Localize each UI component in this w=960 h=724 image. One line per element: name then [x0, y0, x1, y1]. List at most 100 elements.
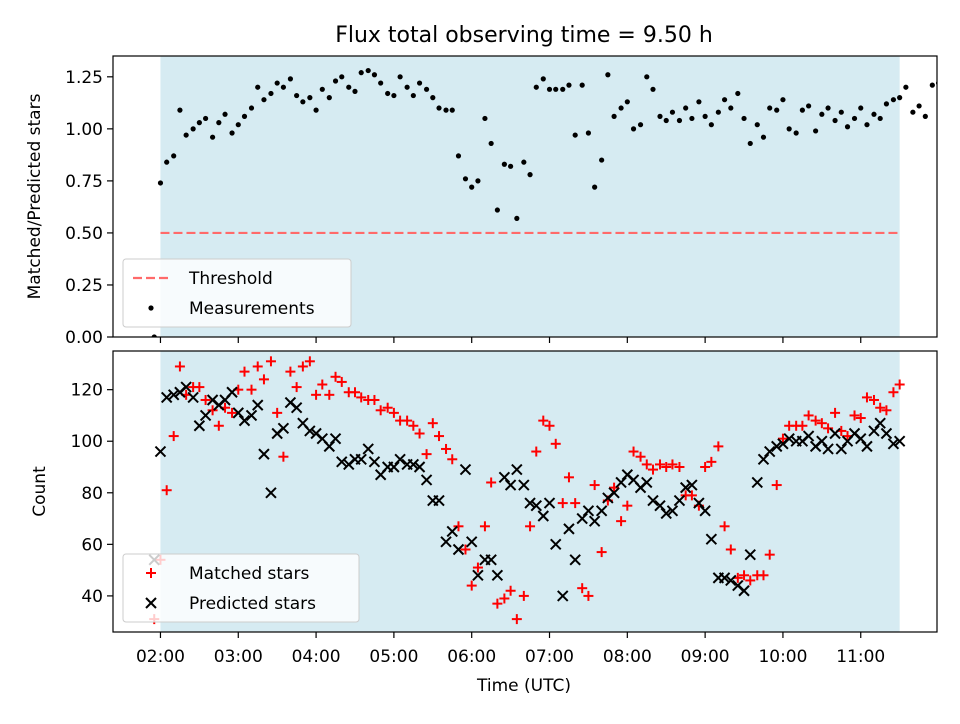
measurement-point	[819, 111, 825, 117]
measurement-point	[443, 107, 449, 113]
measurement-point	[177, 107, 183, 113]
predicted-star-point-b	[627, 474, 640, 486]
predicted-star-point-b	[362, 443, 374, 455]
predicted-star-point	[232, 407, 244, 419]
matched-star-point	[460, 544, 471, 555]
matched-star-point	[875, 402, 886, 413]
matched-star-point	[408, 420, 419, 431]
predicted-star-point	[180, 381, 192, 393]
predicted-star-point-b	[537, 510, 549, 522]
predicted-star-point-b	[187, 391, 199, 404]
measurement-point	[618, 105, 624, 111]
matched-star-point	[713, 441, 724, 452]
measurement-point	[883, 101, 890, 107]
predicted-star-point	[362, 443, 374, 455]
predicted-star-point-b	[868, 425, 880, 437]
predicted-star-point	[336, 456, 348, 468]
measurement-point	[300, 99, 306, 105]
matched-star-point	[291, 382, 302, 393]
matched-star-point	[174, 361, 185, 372]
matched-star-point	[297, 361, 308, 372]
predicted-star-point-b	[582, 505, 595, 517]
predicted-star-point-b	[751, 476, 763, 489]
predicted-star-point	[329, 432, 342, 445]
measurement-point	[916, 103, 922, 109]
measurement-point	[235, 122, 241, 128]
matched-star-point	[304, 356, 315, 367]
measurement-point	[378, 80, 384, 86]
predicted-star-point-b	[193, 420, 206, 432]
predicted-star-point-b	[232, 407, 244, 419]
predicted-star-point	[764, 445, 776, 458]
x-tick-label: 03:00	[214, 647, 263, 667]
legend: Threshold Measurements	[122, 258, 352, 328]
matched-star-point	[207, 405, 218, 416]
y-tick-label: 120	[71, 381, 103, 401]
predicted-star-point	[304, 425, 316, 437]
axes-frame	[112, 350, 938, 633]
measurement-point	[436, 105, 442, 111]
predicted-star-point	[530, 499, 542, 512]
measurement-point	[637, 122, 644, 128]
subplot-1: 0.00 0.25 0.50 0.75 1.00 1.25 Matched/Predicte…	[25, 55, 938, 348]
matched-star-point	[278, 451, 289, 462]
predicted-star-point-b	[245, 409, 258, 422]
measurement-point	[553, 86, 559, 92]
predicted-star-point-b	[615, 476, 627, 489]
measurement-point	[151, 334, 157, 337]
measurement-point	[430, 95, 436, 101]
matched-star-point	[272, 407, 283, 418]
predicted-star-point	[699, 505, 711, 517]
matched-star-point	[525, 521, 536, 532]
predicted-star-point	[245, 409, 258, 422]
matched-star-point	[745, 575, 756, 586]
matched-star-point	[622, 500, 633, 511]
matched-star-point	[641, 459, 652, 470]
x-axis-label: Time (UTC)	[476, 676, 571, 696]
measurement-point	[650, 86, 656, 92]
y-axis-label: Count	[30, 466, 50, 517]
predicted-star-point-b	[238, 414, 251, 427]
predicted-star-point-b	[732, 579, 744, 592]
markers-group	[148, 356, 906, 625]
measurement-point	[877, 115, 883, 122]
x-tick-label: 07:00	[525, 647, 574, 667]
matched-star-point	[472, 562, 483, 573]
measurement-point	[793, 130, 799, 136]
measurement-point	[806, 103, 812, 109]
matched-star-point	[336, 376, 347, 387]
predicted-star-point-b	[771, 440, 783, 453]
predicted-star-point	[160, 391, 173, 404]
matched-star-point	[402, 415, 413, 426]
measurement-point	[248, 105, 255, 111]
predicted-star-point-b	[576, 512, 588, 525]
measurement-point	[423, 86, 430, 92]
predicted-star-point	[504, 479, 517, 491]
predicted-star-point-b	[323, 440, 336, 453]
predicted-star-point-b	[569, 554, 581, 566]
legend-measurement-swatch	[148, 305, 154, 311]
predicted-star-point	[654, 499, 666, 512]
measurement-point	[786, 126, 792, 132]
predicted-star-point-b	[290, 402, 303, 414]
matched-star-point	[311, 389, 322, 400]
x-tick-label: 08:00	[603, 647, 652, 667]
matched-star-point	[434, 431, 445, 442]
measurement-point	[521, 159, 527, 165]
predicted-star-point	[641, 476, 653, 489]
matched-star-point	[635, 451, 646, 462]
measurement-point	[462, 176, 469, 182]
measurement-point	[572, 132, 578, 138]
measurement-point	[352, 88, 358, 94]
predicted-star-point-b	[465, 536, 478, 548]
matched-star-point	[661, 462, 672, 473]
predicted-star-point-b	[595, 505, 608, 517]
predicted-star-point	[154, 445, 167, 458]
predicted-star-point	[543, 497, 556, 509]
measurement-point	[241, 113, 248, 119]
predicted-star-point	[744, 548, 756, 561]
measurement-point	[449, 107, 455, 113]
y-tick-label: 0.75	[65, 172, 103, 192]
axes-frame	[112, 55, 938, 338]
matched-star-point	[563, 472, 574, 483]
